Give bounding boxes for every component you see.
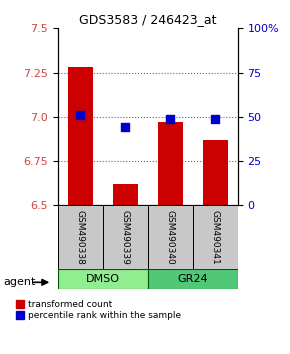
- Text: GSM490338: GSM490338: [76, 210, 85, 265]
- Bar: [58, 269, 148, 289]
- Title: GDS3583 / 246423_at: GDS3583 / 246423_at: [79, 13, 217, 26]
- Legend: transformed count, percentile rank within the sample: transformed count, percentile rank withi…: [16, 300, 181, 320]
- Point: [123, 125, 128, 130]
- Point: [213, 116, 218, 121]
- Bar: [193, 205, 238, 269]
- Text: DMSO: DMSO: [86, 274, 120, 284]
- Bar: [203, 140, 228, 205]
- Text: GSM490339: GSM490339: [121, 210, 130, 265]
- Bar: [68, 67, 93, 205]
- Bar: [148, 205, 193, 269]
- Point: [168, 116, 173, 121]
- Bar: [103, 205, 148, 269]
- Text: GR24: GR24: [177, 274, 208, 284]
- Point: [78, 112, 83, 118]
- Bar: [158, 122, 183, 205]
- Text: GSM490340: GSM490340: [166, 210, 175, 264]
- Bar: [113, 184, 138, 205]
- Bar: [58, 205, 103, 269]
- Text: GSM490341: GSM490341: [211, 210, 220, 264]
- Bar: [148, 269, 238, 289]
- Text: agent: agent: [3, 277, 35, 287]
